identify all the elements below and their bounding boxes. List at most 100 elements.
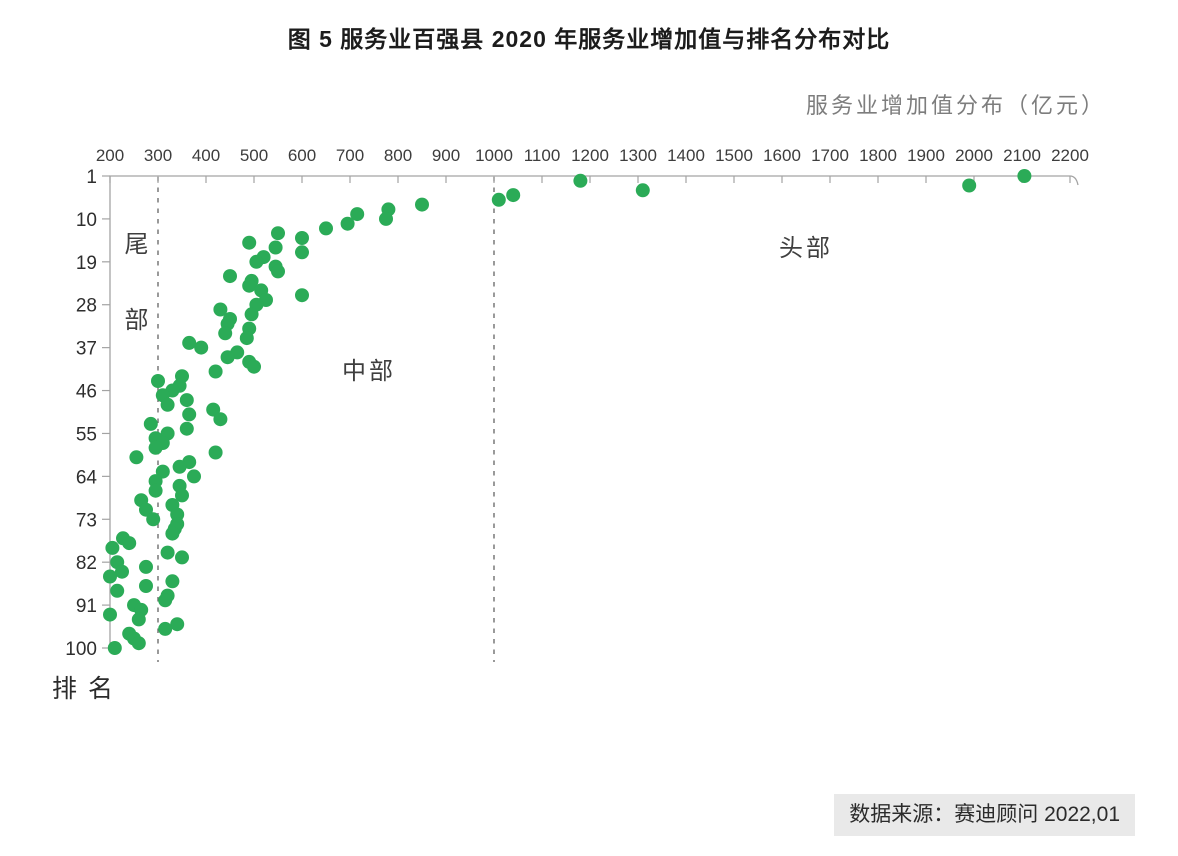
data-point xyxy=(379,211,393,226)
data-point xyxy=(295,245,309,260)
x-tick-label: 1800 xyxy=(859,146,897,165)
data-point xyxy=(295,231,309,245)
data-point xyxy=(208,445,223,460)
data-point xyxy=(244,307,259,322)
data-point xyxy=(350,207,365,222)
x-tick-label: 200 xyxy=(96,146,124,165)
data-point xyxy=(239,331,254,346)
data-point xyxy=(139,579,153,593)
data-point xyxy=(194,340,209,355)
data-point xyxy=(148,483,163,498)
data-point xyxy=(223,269,237,284)
x-tick-label: 600 xyxy=(288,146,316,165)
data-point xyxy=(158,621,173,636)
data-point xyxy=(187,469,201,484)
data-point xyxy=(160,397,175,412)
data-point xyxy=(271,264,285,279)
y-tick-label: 10 xyxy=(76,210,97,231)
data-point xyxy=(155,464,170,479)
data-point xyxy=(148,474,163,489)
data-point xyxy=(635,183,650,198)
data-point xyxy=(131,612,146,627)
data-point xyxy=(242,235,257,250)
data-point xyxy=(107,641,122,655)
data-point xyxy=(175,550,189,565)
x-tick-label: 1300 xyxy=(619,146,657,165)
data-point xyxy=(158,593,173,608)
x-tick-label: 900 xyxy=(432,146,460,165)
data-point xyxy=(220,350,235,365)
data-point xyxy=(268,240,283,255)
x-tick-label: 1500 xyxy=(715,146,753,165)
data-point xyxy=(175,488,189,503)
data-point xyxy=(160,545,175,560)
y-tick-label: 46 xyxy=(76,382,97,403)
y-tick-label: 82 xyxy=(76,553,97,574)
data-point xyxy=(151,374,165,388)
x-tick-label: 2100 xyxy=(1003,146,1041,165)
data-point xyxy=(962,178,977,193)
data-point xyxy=(340,216,355,231)
data-point xyxy=(179,393,194,408)
x-tick-label: 800 xyxy=(384,146,412,165)
x-tick-label: 1600 xyxy=(763,146,801,165)
x-tick-label: 1200 xyxy=(571,146,609,165)
x-tick-label: 2000 xyxy=(955,146,993,165)
data-point xyxy=(213,412,228,427)
axis-line xyxy=(109,175,1079,648)
figure-title: 图 5 服务业百强县 2020 年服务业增加值与排名分布对比 xyxy=(287,26,891,52)
y-tick-label: 100 xyxy=(65,639,97,660)
y-tick-label: 37 xyxy=(76,339,97,360)
data-point xyxy=(271,226,285,241)
data-point xyxy=(295,288,309,303)
data-point xyxy=(103,569,117,584)
data-point xyxy=(206,402,221,417)
data-point xyxy=(208,364,223,379)
data-point xyxy=(103,607,117,622)
x-tick-label: 1700 xyxy=(811,146,849,165)
x-tick-label: 700 xyxy=(336,146,364,165)
y-tick-label: 55 xyxy=(76,424,97,445)
data-point xyxy=(115,564,129,579)
data-point xyxy=(172,459,187,474)
data-point xyxy=(573,173,588,188)
data-point xyxy=(1017,169,1032,183)
x-axis-title: 服务业增加值分布（亿元） xyxy=(805,93,1106,118)
x-tick-label: 400 xyxy=(192,146,220,165)
data-point xyxy=(319,221,333,236)
data-point xyxy=(122,536,137,551)
y-tick-label: 28 xyxy=(76,296,97,317)
data-point xyxy=(242,278,257,293)
data-point xyxy=(146,512,161,527)
y-axis-title: 排 名 xyxy=(52,675,115,703)
data-point xyxy=(139,559,153,574)
x-tick-label: 2200 xyxy=(1051,146,1089,165)
y-tick-label: 1 xyxy=(86,167,97,188)
x-tick-label: 1100 xyxy=(524,146,561,165)
x-tick-label: 1000 xyxy=(475,146,513,165)
data-point xyxy=(129,450,144,465)
data-point xyxy=(179,421,194,436)
data-point xyxy=(148,440,163,455)
x-tick-label: 1900 xyxy=(907,146,945,165)
region-label-tail: 尾部 xyxy=(120,231,147,383)
data-point xyxy=(247,359,261,374)
data-point xyxy=(218,326,233,341)
y-tick-label: 73 xyxy=(76,510,97,531)
x-tick-label: 500 xyxy=(240,146,268,165)
y-tick-label: 64 xyxy=(76,467,98,488)
data-point xyxy=(182,335,197,350)
data-point xyxy=(213,302,228,317)
data-point xyxy=(143,416,158,431)
data-point xyxy=(110,583,125,598)
data-point xyxy=(170,617,185,632)
y-tick-label: 19 xyxy=(76,253,97,274)
data-point xyxy=(139,502,153,517)
data-point xyxy=(131,636,146,651)
data-source: 数据来源：赛迪顾问 2022,01 xyxy=(834,794,1135,836)
data-point xyxy=(249,254,264,269)
data-point xyxy=(506,188,521,203)
data-point xyxy=(105,540,120,555)
